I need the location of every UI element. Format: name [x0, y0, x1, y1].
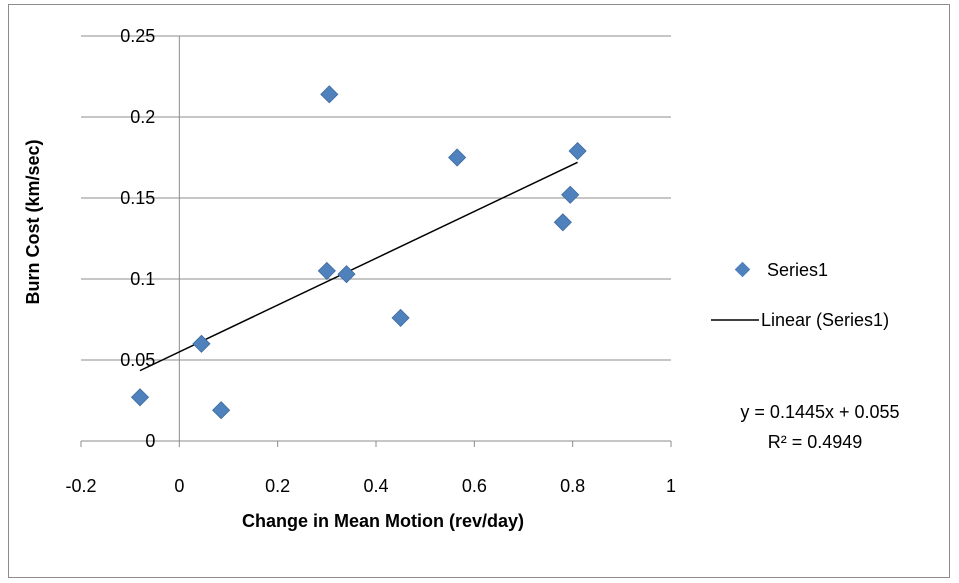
gridlines	[81, 35, 671, 361]
legend-label-series1: Series1	[767, 260, 828, 280]
tick-labels: 0 0.05 0.1 0.15 0.2 0.25 -0.2 0 0.2 0.4 0.6 0.8 1	[65, 26, 676, 496]
legend-label-trendline: Linear (Series1)	[761, 310, 889, 330]
y-tick-label-5: 0.25	[120, 26, 155, 46]
scatter-chart: 0 0.05 0.1 0.15 0.2 0.25 -0.2 0 0.2 0.4 0.6 0.8 1 Ch…	[23, 26, 900, 531]
data-point-7	[391, 308, 410, 327]
x-tick-label-0: -0.2	[65, 476, 96, 496]
trendline-equation: y = 0.1445x + 0.055	[740, 402, 899, 422]
y-tick-label-3: 0.15	[120, 188, 155, 208]
x-tick-label-1: 0	[174, 476, 184, 496]
y-tick-label-2: 0.1	[130, 269, 155, 289]
x-tick-label-3: 0.4	[363, 476, 388, 496]
trendline	[139, 161, 578, 372]
axes	[80, 35, 672, 447]
trendline-r-squared: R² = 0.4949	[768, 432, 863, 452]
data-point-8	[448, 148, 467, 167]
data-point-3	[212, 401, 231, 420]
x-tick-label-2: 0.2	[265, 476, 290, 496]
x-tick-label-4: 0.6	[462, 476, 487, 496]
y-axis-title: Burn Cost (km/sec)	[23, 139, 43, 304]
data-point-11	[568, 141, 587, 161]
data-point-9	[553, 213, 572, 232]
x-tick-label-6: 1	[666, 476, 676, 496]
data-point-4	[317, 261, 336, 280]
data-point-10	[561, 185, 580, 204]
x-tick-label-5: 0.8	[560, 476, 585, 496]
data-point-1	[130, 388, 150, 407]
y-tick-label-1: 0.05	[120, 350, 155, 370]
y-tick-label-4: 0.2	[130, 107, 155, 127]
data-points	[130, 85, 587, 420]
legend: Series1 Linear (Series1)	[711, 260, 889, 330]
x-axis-title: Change in Mean Motion (rev/day)	[242, 511, 524, 531]
y-tick-label-0: 0	[145, 431, 155, 451]
data-point-2	[192, 334, 211, 353]
data-point-5	[320, 85, 339, 104]
legend-marker-series1	[734, 261, 751, 278]
data-point-6	[337, 265, 356, 284]
chart-area: 0 0.05 0.1 0.15 0.2 0.25 -0.2 0 0.2 0.4 0.6 0.8 1 Ch…	[8, 4, 950, 578]
